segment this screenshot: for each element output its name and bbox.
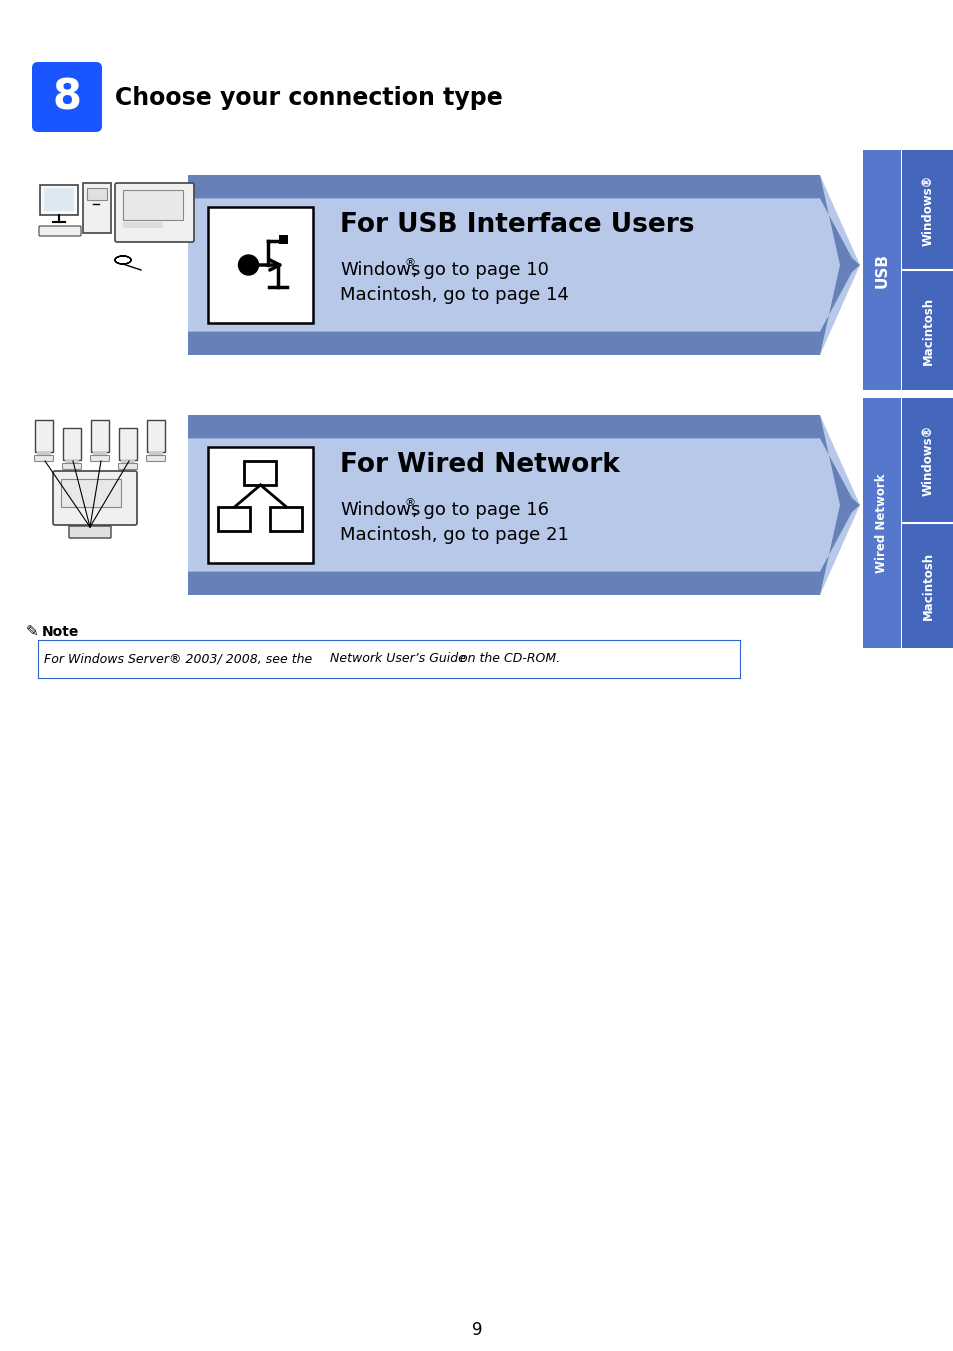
Text: Choose your connection type: Choose your connection type xyxy=(115,86,502,109)
Text: Note: Note xyxy=(42,626,79,639)
Text: USB: USB xyxy=(874,253,888,288)
FancyBboxPatch shape xyxy=(69,526,111,538)
Text: Windows: Windows xyxy=(339,501,420,519)
Text: For Windows Server® 2003/ 2008, see the: For Windows Server® 2003/ 2008, see the xyxy=(44,653,315,666)
FancyBboxPatch shape xyxy=(208,447,313,563)
FancyBboxPatch shape xyxy=(862,399,900,648)
FancyBboxPatch shape xyxy=(901,399,953,521)
FancyBboxPatch shape xyxy=(35,420,53,453)
Polygon shape xyxy=(188,415,859,505)
FancyBboxPatch shape xyxy=(61,480,121,507)
Text: Wired Network: Wired Network xyxy=(875,473,887,573)
Text: ®: ® xyxy=(405,499,416,508)
FancyBboxPatch shape xyxy=(37,453,51,457)
FancyBboxPatch shape xyxy=(65,459,79,463)
FancyBboxPatch shape xyxy=(123,222,163,228)
FancyBboxPatch shape xyxy=(279,235,288,245)
Polygon shape xyxy=(188,265,859,355)
FancyBboxPatch shape xyxy=(218,507,251,531)
Text: 9: 9 xyxy=(471,1321,482,1339)
FancyBboxPatch shape xyxy=(901,150,953,269)
Polygon shape xyxy=(188,176,859,265)
FancyBboxPatch shape xyxy=(147,420,165,453)
FancyBboxPatch shape xyxy=(119,428,137,459)
Text: on the CD-ROM.: on the CD-ROM. xyxy=(456,653,559,666)
FancyBboxPatch shape xyxy=(149,453,163,457)
FancyBboxPatch shape xyxy=(44,188,74,211)
FancyBboxPatch shape xyxy=(92,453,107,457)
Text: For USB Interface Users: For USB Interface Users xyxy=(339,212,694,238)
FancyBboxPatch shape xyxy=(32,62,102,132)
Text: Network User’s Guide: Network User’s Guide xyxy=(330,653,465,666)
FancyBboxPatch shape xyxy=(91,455,110,462)
Text: Macintosh: Macintosh xyxy=(921,553,934,620)
FancyBboxPatch shape xyxy=(39,226,81,236)
FancyBboxPatch shape xyxy=(244,461,276,485)
Text: Windows®: Windows® xyxy=(921,174,934,246)
Text: , go to page 16: , go to page 16 xyxy=(412,501,548,519)
FancyBboxPatch shape xyxy=(862,150,900,390)
FancyBboxPatch shape xyxy=(123,190,183,220)
Text: Macintosh: Macintosh xyxy=(921,296,934,365)
FancyBboxPatch shape xyxy=(83,182,111,232)
Polygon shape xyxy=(188,415,859,594)
FancyBboxPatch shape xyxy=(901,524,953,648)
FancyBboxPatch shape xyxy=(147,455,165,462)
FancyBboxPatch shape xyxy=(118,463,137,470)
Text: , go to page 10: , go to page 10 xyxy=(412,261,548,280)
Text: 8: 8 xyxy=(52,76,81,118)
FancyBboxPatch shape xyxy=(40,185,78,215)
Text: For Wired Network: For Wired Network xyxy=(339,453,619,478)
Circle shape xyxy=(238,255,258,276)
Text: Windows: Windows xyxy=(339,261,420,280)
Polygon shape xyxy=(188,176,859,355)
FancyBboxPatch shape xyxy=(53,471,137,526)
FancyBboxPatch shape xyxy=(208,207,313,323)
Text: ®: ® xyxy=(405,258,416,267)
FancyBboxPatch shape xyxy=(121,459,135,463)
Polygon shape xyxy=(188,505,859,594)
FancyBboxPatch shape xyxy=(271,507,302,531)
FancyBboxPatch shape xyxy=(115,182,193,242)
FancyBboxPatch shape xyxy=(63,463,81,470)
FancyBboxPatch shape xyxy=(34,455,53,462)
FancyBboxPatch shape xyxy=(87,188,107,200)
FancyBboxPatch shape xyxy=(63,428,81,459)
FancyBboxPatch shape xyxy=(862,390,953,399)
Text: ✎: ✎ xyxy=(25,624,38,639)
Text: Windows®: Windows® xyxy=(921,424,934,496)
Text: Macintosh, go to page 21: Macintosh, go to page 21 xyxy=(339,526,568,544)
FancyBboxPatch shape xyxy=(901,272,953,390)
FancyBboxPatch shape xyxy=(91,420,109,453)
Text: Macintosh, go to page 14: Macintosh, go to page 14 xyxy=(339,286,568,304)
